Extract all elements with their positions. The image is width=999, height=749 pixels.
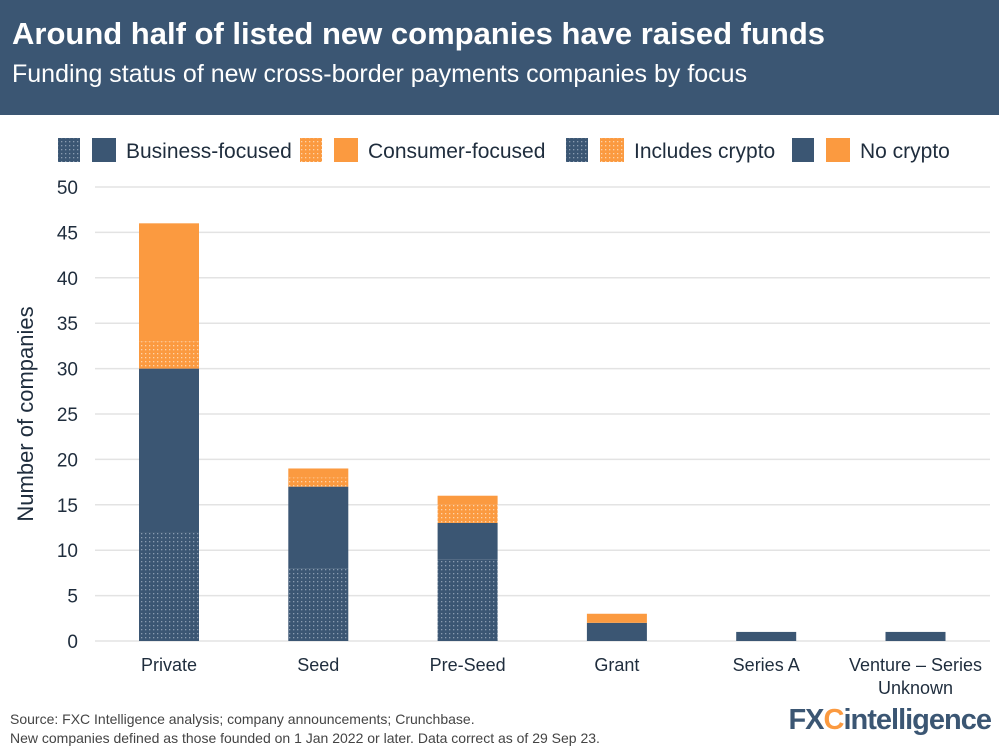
legend-swatch	[58, 138, 80, 162]
y-tick-label: 50	[57, 178, 78, 199]
y-tick-label: 30	[57, 360, 78, 381]
definition-note: New companies defined as those founded o…	[10, 730, 600, 746]
y-axis-label: Number of companies	[13, 306, 38, 521]
legend-swatch	[826, 138, 850, 162]
legend-swatch	[566, 138, 588, 162]
y-tick-label: 45	[57, 223, 78, 244]
x-tick-label: Series A	[733, 655, 800, 675]
y-tick-label: 5	[67, 587, 78, 608]
source-note: Source: FXC Intelligence analysis; compa…	[10, 711, 475, 727]
x-tick-label: Private	[141, 655, 197, 675]
legend-swatch	[300, 138, 322, 162]
y-tick-label: 10	[57, 541, 78, 562]
x-tick-label: Unknown	[878, 678, 953, 698]
bar-segment	[139, 223, 199, 342]
bar-segment	[139, 532, 199, 641]
y-tick-label: 20	[57, 450, 78, 471]
bar-segment	[437, 559, 498, 641]
y-tick-label: 25	[57, 405, 78, 426]
x-tick-label: Grant	[594, 655, 639, 675]
fxc-logo: FXCintelligence	[788, 704, 992, 736]
bar-segment	[288, 468, 349, 478]
bar-segment	[437, 504, 498, 523]
y-tick-label: 40	[57, 269, 78, 290]
bar-segment	[288, 477, 349, 487]
bar-segment	[288, 568, 349, 641]
legend-label: Consumer-focused	[368, 140, 545, 163]
legend-label: Includes crypto	[634, 140, 775, 163]
bar-segment	[437, 522, 498, 560]
bar-segment	[586, 613, 647, 623]
bar-segment	[139, 341, 199, 369]
y-tick-label: 35	[57, 314, 78, 335]
x-tick-label: Seed	[297, 655, 339, 675]
y-tick-label: 0	[67, 632, 78, 653]
chart-title: Around half of listed new companies have…	[12, 16, 826, 51]
bar-segment	[288, 486, 349, 569]
bar-segment	[736, 631, 797, 641]
x-tick-label: Venture – Series	[849, 655, 982, 675]
header: Around half of listed new companies have…	[0, 0, 999, 115]
bar-segment	[139, 368, 199, 533]
legend-label: Business-focused	[126, 140, 292, 163]
bar-segment	[586, 622, 647, 641]
legend-swatch	[792, 138, 814, 162]
bar-segment	[437, 495, 498, 505]
bar-segment	[885, 631, 946, 641]
legend-swatch	[334, 138, 358, 162]
y-tick-label: 15	[57, 496, 78, 517]
chart-subtitle: Funding status of new cross-border payme…	[12, 60, 748, 88]
legend-swatch	[92, 138, 116, 162]
legend-label: No crypto	[860, 140, 950, 163]
x-tick-label: Pre-Seed	[430, 655, 506, 675]
legend-swatch	[600, 138, 624, 162]
footer: Source: FXC Intelligence analysis; compa…	[10, 710, 600, 748]
